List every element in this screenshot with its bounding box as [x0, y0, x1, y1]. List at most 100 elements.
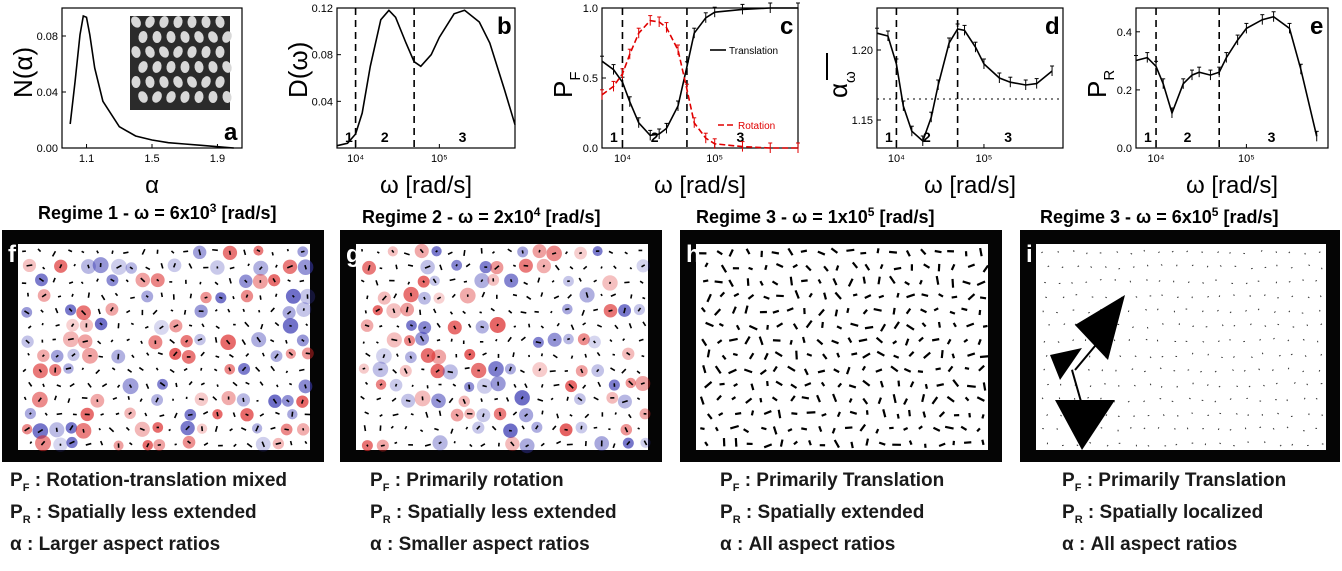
displacement-arrow: [375, 280, 379, 286]
displacement-arrow: [228, 353, 234, 358]
inset-particle: [159, 16, 169, 28]
displacement-arrow: [188, 381, 193, 386]
displacement-arrow: [462, 310, 466, 315]
displacement-arrow: [716, 394, 722, 401]
displacement-arrow: [918, 425, 923, 430]
displacement-arrow: [299, 368, 305, 372]
displacement-arrow: [449, 278, 456, 282]
displacement-arrow: [964, 366, 970, 370]
displacement-arrow: [822, 353, 828, 360]
displacement-arrow: [67, 337, 74, 341]
displacement-arrow: [494, 366, 498, 372]
displacement-arrow: [160, 292, 164, 298]
displacement-arrow: [245, 353, 250, 357]
displacement-arrow: [42, 266, 46, 270]
displacement-arrow: [978, 309, 982, 316]
displacement-arrow: [816, 338, 824, 346]
plot-frame: [336, 7, 516, 149]
displacement-arrow: [596, 368, 600, 373]
displacement-arrow: [524, 413, 529, 417]
displacement-arrow: [553, 383, 560, 387]
caption-subscript: R: [732, 513, 741, 526]
displacement-arrow: [568, 383, 574, 389]
displacement-arrow: [227, 308, 231, 313]
displacement-arrow: [704, 381, 713, 389]
displacement-arrow: [626, 440, 631, 446]
displacement-arrow: [56, 384, 62, 388]
displacement-arrow: [831, 427, 836, 434]
displacement-arrow: [1291, 295, 1294, 298]
inset-particle: [152, 61, 162, 73]
displacement-arrow: [286, 310, 292, 315]
x-axis-label: α: [145, 172, 159, 199]
displacement-arrow: [410, 413, 414, 416]
inset-particle: [166, 31, 176, 43]
displacement-arrow: [405, 399, 411, 402]
caption-line: PF : Primarily rotation: [370, 470, 564, 494]
displacement-arrow: [1245, 309, 1247, 312]
displacement-arrow: [1232, 369, 1234, 372]
caption-text: : All aspect ratios: [1073, 534, 1238, 555]
displacement-arrow: [468, 384, 471, 390]
inset-particle: [194, 91, 204, 103]
inset-particle: [131, 46, 141, 58]
inset-particle: [187, 46, 197, 58]
displacement-arrow: [274, 293, 278, 297]
inset-particle: [145, 46, 155, 58]
displacement-arrow: [748, 324, 758, 331]
displacement-arrow: [495, 338, 498, 342]
displacement-arrow: [243, 249, 247, 256]
displacement-arrow: [513, 383, 517, 388]
displacement-arrow: [905, 250, 911, 257]
displacement-arrow: [364, 381, 369, 385]
displacement-arrow: [623, 307, 626, 314]
displacement-arrow: [982, 382, 987, 391]
displacement-arrow: [833, 368, 840, 374]
displacement-arrow: [432, 278, 437, 284]
inset-particle: [201, 76, 211, 88]
displacement-arrow: [1089, 385, 1092, 388]
displacement-arrow: [851, 261, 859, 269]
displacement-arrow: [286, 399, 290, 403]
displacement-arrow: [903, 426, 909, 431]
displacement-arrow: [888, 275, 896, 285]
displacement-arrow: [81, 367, 85, 371]
displacement-arrow: [1127, 400, 1130, 403]
regime-label: 3: [1004, 129, 1012, 145]
displacement-arrow: [289, 440, 293, 446]
displacement-arrow: [933, 307, 939, 312]
displacement-arrow: [772, 426, 778, 435]
displacement-arrow: [1315, 397, 1318, 400]
displacement-arrow: [41, 354, 45, 358]
caption-symbol: α: [370, 534, 382, 555]
displacement-arrow: [55, 354, 59, 358]
displacement-arrow: [68, 308, 73, 312]
displacement-arrow: [761, 426, 767, 431]
displacement-arrow: [526, 295, 532, 300]
displacement-arrow: [734, 412, 742, 416]
displacement-arrow: [706, 293, 712, 303]
displacement-arrow: [424, 443, 431, 447]
displacement-arrow: [982, 264, 989, 273]
displacement-arrow: [763, 352, 769, 361]
displacement-arrow: [159, 381, 166, 387]
displacement-arrow: [852, 293, 858, 297]
x-tick-label: 10⁴: [888, 153, 905, 165]
displacement-arrow: [87, 292, 90, 298]
arrow-connector: [1074, 339, 1101, 371]
displacement-arrow: [1158, 251, 1160, 254]
displacement-arrow: [750, 410, 755, 416]
displacement-arrow: [818, 308, 825, 317]
displacement-arrow: [71, 293, 74, 297]
caption-subscript: F: [1074, 481, 1082, 494]
y-tick-label: 0.08: [312, 50, 333, 62]
displacement-arrow: [1219, 265, 1222, 267]
displacement-arrow: [128, 384, 133, 389]
displacement-arrow: [128, 411, 132, 415]
displacement-arrow: [705, 321, 714, 328]
displacement-arrow: [569, 414, 573, 417]
displacement-arrow: [733, 292, 740, 298]
displacement-arrow: [1219, 442, 1222, 445]
displacement-arrow: [744, 305, 749, 314]
displacement-arrow: [285, 370, 289, 374]
